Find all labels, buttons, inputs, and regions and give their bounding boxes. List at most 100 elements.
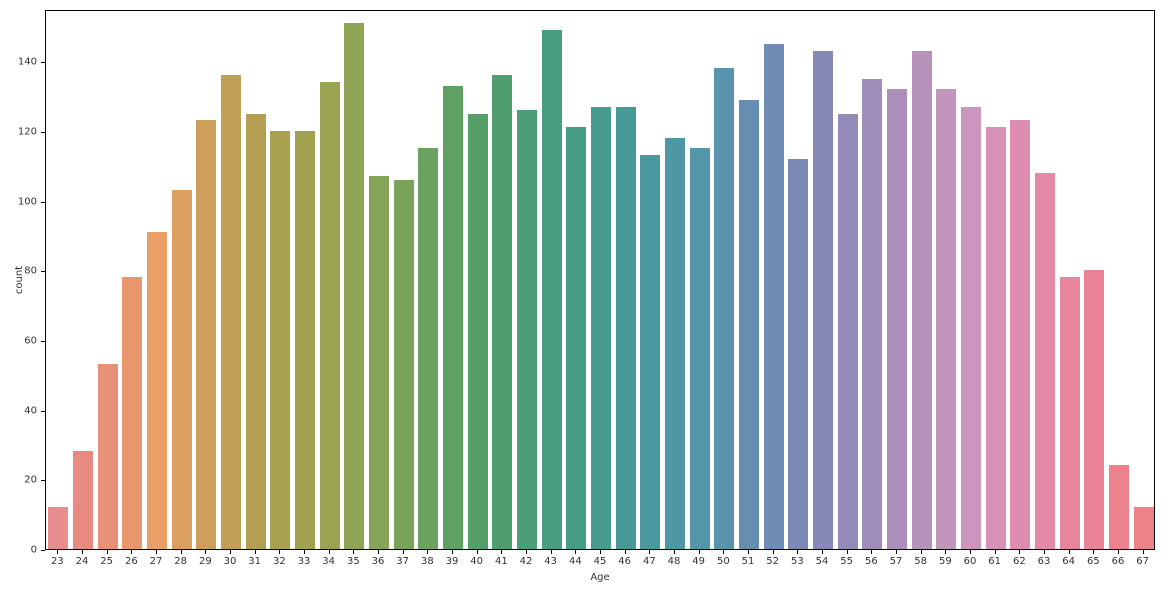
x-tick-label: 67	[1136, 556, 1149, 567]
x-tick-label: 52	[766, 556, 779, 567]
bar	[418, 148, 438, 549]
bar	[1084, 270, 1104, 549]
bar	[98, 364, 118, 549]
x-tick-mark	[674, 550, 675, 554]
x-tick-mark	[1069, 550, 1070, 554]
x-tick-mark	[329, 550, 330, 554]
bar	[739, 100, 759, 549]
x-tick-label: 49	[692, 556, 705, 567]
x-tick-label: 61	[988, 556, 1001, 567]
bar	[270, 131, 290, 549]
bar	[665, 138, 685, 549]
x-tick-label: 27	[150, 556, 163, 567]
x-tick-mark	[847, 550, 848, 554]
x-axis-label: Age	[590, 572, 609, 583]
y-tick-mark	[41, 341, 45, 342]
y-tick-mark	[41, 62, 45, 63]
x-tick-mark	[773, 550, 774, 554]
x-tick-mark	[353, 550, 354, 554]
x-tick-label: 66	[1112, 556, 1125, 567]
x-tick-label: 25	[100, 556, 113, 567]
x-tick-mark	[896, 550, 897, 554]
x-tick-label: 63	[1038, 556, 1051, 567]
x-tick-label: 65	[1087, 556, 1100, 567]
x-tick-mark	[230, 550, 231, 554]
bar	[492, 75, 512, 549]
bar	[369, 176, 389, 549]
bar	[344, 23, 364, 549]
x-tick-label: 34	[322, 556, 335, 567]
x-tick-mark	[921, 550, 922, 554]
x-tick-mark	[600, 550, 601, 554]
bar	[566, 127, 586, 549]
bar	[196, 120, 216, 549]
x-tick-label: 37	[396, 556, 409, 567]
bar	[468, 114, 488, 549]
bar	[394, 180, 414, 549]
x-tick-mark	[871, 550, 872, 554]
x-tick-mark	[699, 550, 700, 554]
x-tick-mark	[551, 550, 552, 554]
bar	[147, 232, 167, 549]
x-tick-mark	[1019, 550, 1020, 554]
bar	[640, 155, 660, 549]
x-tick-label: 42	[520, 556, 533, 567]
bar	[1109, 465, 1129, 549]
chart-container: 0204060801001201402324252627282930313233…	[0, 0, 1170, 589]
x-tick-mark	[181, 550, 182, 554]
x-tick-label: 60	[964, 556, 977, 567]
x-tick-label: 23	[51, 556, 64, 567]
x-tick-label: 35	[347, 556, 360, 567]
y-tick-label: 140	[0, 57, 37, 68]
bar	[862, 79, 882, 549]
y-axis-label: count	[14, 266, 25, 294]
bar	[320, 82, 340, 549]
y-tick-label: 100	[0, 196, 37, 207]
x-tick-mark	[403, 550, 404, 554]
bar	[616, 107, 636, 549]
bar	[591, 107, 611, 549]
x-tick-label: 58	[914, 556, 927, 567]
x-tick-label: 28	[174, 556, 187, 567]
x-tick-mark	[378, 550, 379, 554]
x-tick-label: 59	[939, 556, 952, 567]
x-tick-label: 31	[248, 556, 261, 567]
x-tick-label: 32	[273, 556, 286, 567]
bar	[517, 110, 537, 549]
x-tick-mark	[625, 550, 626, 554]
x-tick-mark	[1093, 550, 1094, 554]
bar	[714, 68, 734, 549]
bar	[912, 51, 932, 549]
x-tick-mark	[797, 550, 798, 554]
bar	[221, 75, 241, 549]
x-tick-mark	[427, 550, 428, 554]
bar	[764, 44, 784, 549]
y-tick-label: 120	[0, 126, 37, 137]
x-tick-label: 64	[1062, 556, 1075, 567]
x-tick-label: 55	[840, 556, 853, 567]
x-tick-mark	[822, 550, 823, 554]
bar	[73, 451, 93, 549]
bar	[961, 107, 981, 549]
x-tick-mark	[279, 550, 280, 554]
x-tick-label: 36	[372, 556, 385, 567]
x-tick-label: 62	[1013, 556, 1026, 567]
bar	[122, 277, 142, 549]
y-tick-mark	[41, 411, 45, 412]
x-tick-label: 26	[125, 556, 138, 567]
x-tick-label: 54	[816, 556, 829, 567]
bar	[443, 86, 463, 549]
x-tick-label: 30	[224, 556, 237, 567]
x-tick-mark	[57, 550, 58, 554]
bar	[246, 114, 266, 549]
y-tick-mark	[41, 480, 45, 481]
x-tick-label: 56	[865, 556, 878, 567]
y-tick-mark	[41, 132, 45, 133]
y-tick-label: 40	[0, 405, 37, 416]
x-tick-mark	[1118, 550, 1119, 554]
y-tick-label: 20	[0, 475, 37, 486]
x-tick-label: 38	[421, 556, 434, 567]
x-tick-mark	[748, 550, 749, 554]
x-tick-label: 41	[495, 556, 508, 567]
x-tick-mark	[131, 550, 132, 554]
